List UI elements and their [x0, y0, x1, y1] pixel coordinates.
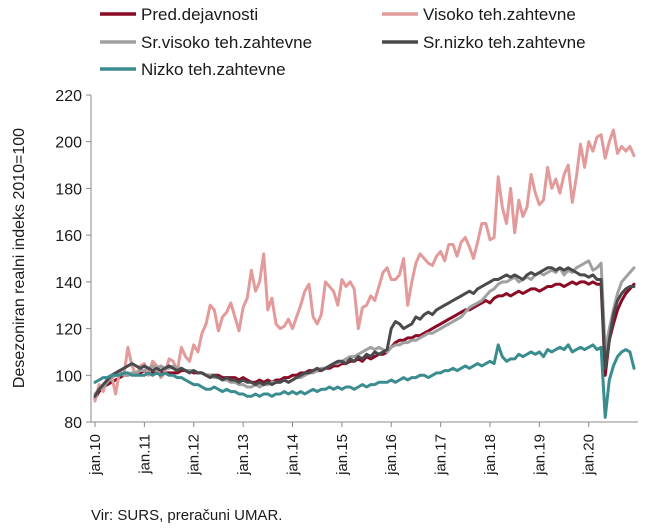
- legend-item: Sr.visoko teh.zahtevne: [100, 33, 312, 52]
- plot-area: 80 100 120 140 160 180 200 220 jan.10 jan.11 jan.1…: [55, 88, 638, 476]
- y-tick-label: 220: [55, 88, 82, 105]
- series-line: [93, 280, 636, 401]
- legend-item: Pred.dejavnosti: [100, 5, 258, 24]
- x-tick-label: jan.16: [383, 434, 400, 476]
- x-tick-label: jan.20: [581, 434, 598, 476]
- y-axis-label: Desezoniran realni indeks 2010=100: [11, 128, 28, 388]
- x-tick-label: jan.13: [235, 434, 252, 476]
- x-tick-label: jan.15: [334, 434, 351, 476]
- series-line: [93, 266, 636, 398]
- x-tick-label: jan.18: [482, 434, 499, 476]
- x-tick-label: jan.11: [136, 434, 153, 475]
- legend-label: Sr.visoko teh.zahtevne: [141, 33, 312, 52]
- y-tick-label: 140: [55, 275, 82, 292]
- x-tick-label: jan.10: [87, 434, 104, 476]
- legend-item: Visoko teh.zahtevne: [382, 5, 576, 24]
- y-tick-label: 200: [55, 135, 82, 152]
- legend-label: Sr.nizko teh.zahtevne: [423, 33, 586, 52]
- x-tick-label: jan.14: [284, 434, 301, 476]
- legend-label: Nizko teh.zahtevne: [141, 60, 286, 79]
- legend-item: Nizko teh.zahtevne: [100, 60, 286, 79]
- y-tick-label: 180: [55, 181, 82, 198]
- legend-item: Sr.nizko teh.zahtevne: [382, 33, 586, 52]
- legend-label: Visoko teh.zahtevne: [423, 5, 576, 24]
- legend-label: Pred.dejavnosti: [141, 5, 258, 24]
- x-tick-label: jan.19: [531, 434, 548, 476]
- series-line: [93, 128, 636, 403]
- y-tick-label: 160: [55, 228, 82, 245]
- source-note: Vir: SURS, preračuni UMAR.: [91, 507, 283, 524]
- legend: Pred.dejavnosti Visoko teh.zahtevne Sr.vis…: [100, 5, 586, 79]
- y-tick-label: 100: [55, 368, 82, 385]
- x-tick-label: jan.17: [433, 434, 450, 476]
- y-tick-label: 120: [55, 322, 82, 339]
- x-tick-label: jan.12: [186, 434, 203, 476]
- y-tick-label: 80: [64, 415, 82, 432]
- series-line: [93, 343, 636, 419]
